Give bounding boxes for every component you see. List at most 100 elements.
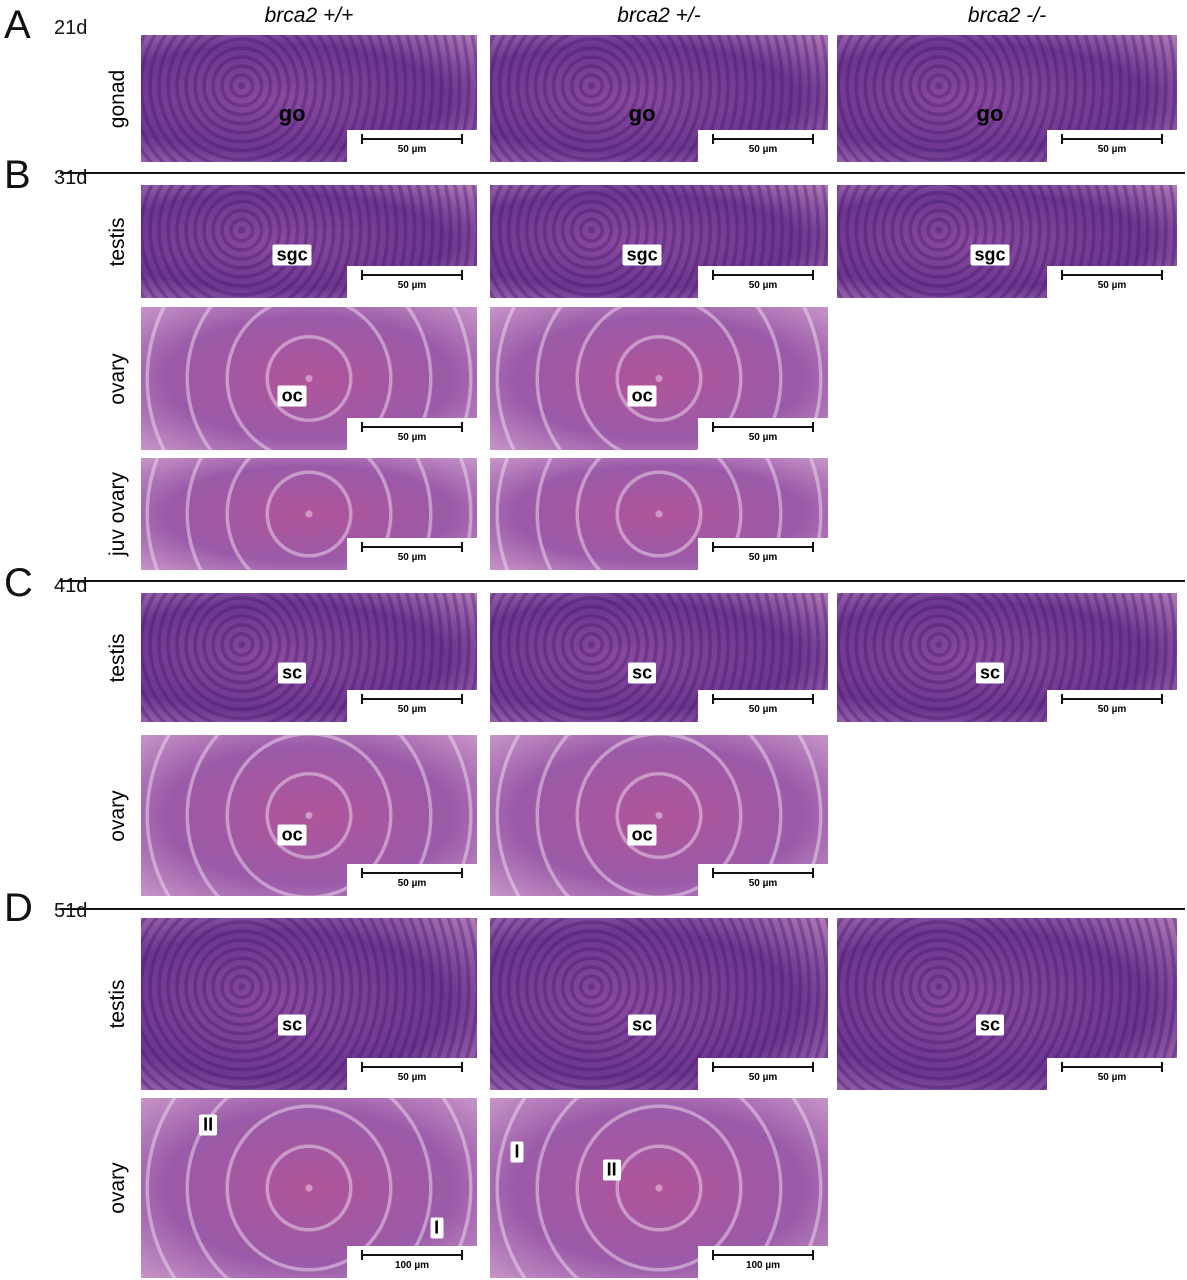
separator [60,172,1185,174]
micrograph: 50 µm [490,458,828,570]
annotation: sc [975,662,1005,684]
scale-line [1061,1062,1163,1072]
scale-bar: 50 µm [698,418,828,450]
scale-line [712,422,814,432]
annotation: sc [628,662,657,684]
scale-line [1061,134,1163,144]
annotation: go [628,100,656,126]
scale-line [712,1062,814,1072]
annotation: I [430,1217,444,1239]
micrograph: 50 µm [141,458,477,570]
scale-bar: 50 µm [698,266,828,298]
micrograph: 50 µm sgc [141,185,477,298]
row-label: juv ovary [106,471,129,557]
scale-text: 50 µm [748,552,778,563]
scale-text: 50 µm [748,878,778,889]
section-letter: A [4,3,31,47]
scale-text: 50 µm [397,1072,427,1083]
scale-text: 50 µm [397,552,427,563]
micrograph: 50 µm sc [837,593,1177,722]
scale-bar: 50 µm [1047,130,1177,162]
micrograph: 50 µm oc [490,307,828,450]
scale-bar: 50 µm [698,690,828,722]
row-label: testis [106,979,129,1029]
annotation: II [602,1159,621,1181]
scale-line [361,422,463,432]
scale-text: 100 µm [394,1260,430,1271]
scale-bar: 50 µm [347,266,477,298]
micrograph: 50 µm oc [490,735,828,896]
annotation: sc [278,1014,307,1036]
annotation: oc [277,385,307,407]
scale-bar: 50 µm [347,538,477,570]
age-label: 21d [54,17,88,39]
scale-bar: 50 µm [698,1058,828,1090]
scale-text: 50 µm [1097,280,1127,291]
scale-line [712,134,814,144]
micrograph: 50 µm sc [837,918,1177,1090]
separator [60,908,1185,910]
scale-text: 50 µm [397,280,427,291]
annotation: sgc [622,244,662,266]
annotation: go [976,100,1004,126]
scale-text: 100 µm [745,1260,781,1271]
separator [60,580,1185,582]
section-letter: D [4,886,33,930]
annotation: go [278,100,306,126]
column-header: brca2 +/- [617,4,701,27]
micrograph: 50 µm go [141,35,477,162]
scale-line [712,868,814,878]
annotation: sc [628,1014,657,1036]
column-header: brca2 +/+ [264,4,354,27]
age-label: 41d [54,575,88,597]
scale-bar: 50 µm [1047,266,1177,298]
annotation: oc [277,824,307,846]
micrograph: 50 µm oc [141,307,477,450]
scale-line [361,694,463,704]
annotation: oc [627,385,657,407]
scale-text: 50 µm [397,144,427,155]
row-label: testis [106,217,129,267]
row-label: testis [106,633,129,683]
micrograph: 50 µm sc [141,918,477,1090]
scale-bar: 50 µm [698,864,828,896]
scale-line [361,1250,463,1260]
scale-bar: 50 µm [347,130,477,162]
scale-text: 50 µm [397,432,427,443]
scale-bar: 50 µm [347,864,477,896]
scale-text: 50 µm [1097,704,1127,715]
scale-bar: 50 µm [698,130,828,162]
scale-text: 50 µm [1097,144,1127,155]
scale-text: 50 µm [748,432,778,443]
micrograph: 50 µm sc [141,593,477,722]
row-label: gonad [106,69,129,128]
age-label: 31d [54,167,88,189]
scale-bar: 50 µm [1047,690,1177,722]
section-letter: C [4,561,33,605]
scale-line [1061,694,1163,704]
micrograph: 50 µm go [837,35,1177,162]
scale-text: 50 µm [748,704,778,715]
micrograph: 50 µm sgc [837,185,1177,298]
scale-line [361,1062,463,1072]
scale-bar: 100 µm [347,1246,477,1278]
annotation: sgc [272,244,312,266]
scale-bar: 50 µm [1047,1058,1177,1090]
scale-bar: 100 µm [698,1246,828,1278]
scale-bar: 50 µm [347,1058,477,1090]
scale-line [361,270,463,280]
scale-line [361,868,463,878]
scale-line [712,542,814,552]
age-label: 51d [54,900,88,922]
scale-text: 50 µm [748,144,778,155]
annotation: sc [975,1014,1005,1036]
section-letter: B [4,153,31,197]
scale-line [712,1250,814,1260]
row-label: ovary [106,789,129,842]
scale-bar: 50 µm [347,418,477,450]
micrograph: 50 µm go [490,35,828,162]
scale-line [712,694,814,704]
